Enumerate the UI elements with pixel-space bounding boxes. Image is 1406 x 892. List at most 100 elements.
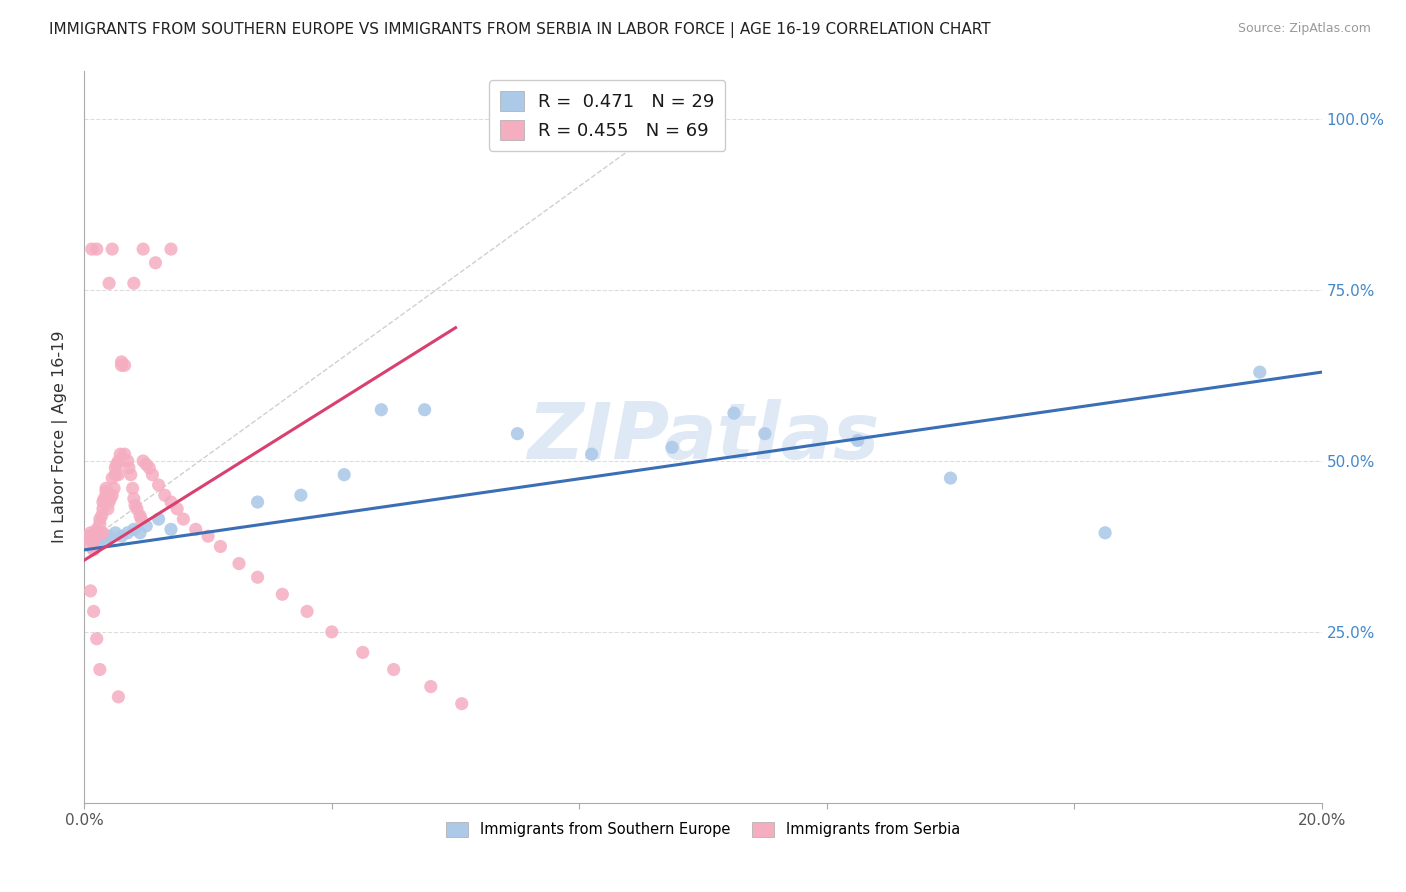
Point	[87, 525, 110, 540]
Point	[91, 495, 114, 509]
Point	[86, 632, 108, 646]
Point	[80, 242, 103, 256]
Legend: Immigrants from Southern Europe, Immigrants from Serbia: Immigrants from Southern Europe, Immigra…	[440, 816, 966, 843]
Point	[89, 533, 111, 547]
Text: Source: ZipAtlas.com: Source: ZipAtlas.com	[1237, 22, 1371, 36]
Point	[110, 359, 132, 373]
Point	[209, 540, 232, 554]
Point	[94, 481, 117, 495]
Point	[90, 508, 112, 523]
Point	[89, 516, 111, 531]
Point	[89, 512, 111, 526]
Point	[83, 604, 105, 618]
Point	[160, 242, 183, 256]
Point	[333, 467, 356, 482]
Point	[110, 355, 132, 369]
Point	[114, 447, 136, 461]
Point	[124, 499, 146, 513]
Point	[160, 495, 183, 509]
Point	[86, 522, 108, 536]
Point	[80, 533, 103, 547]
Point	[939, 471, 962, 485]
Point	[79, 533, 101, 547]
Point	[129, 512, 152, 526]
Point	[1094, 525, 1116, 540]
Point	[83, 529, 105, 543]
Point	[184, 522, 207, 536]
Point	[295, 604, 318, 618]
Point	[84, 525, 107, 540]
Point	[103, 481, 125, 495]
Point	[93, 491, 115, 506]
Point	[101, 488, 124, 502]
Point	[450, 697, 472, 711]
Point	[197, 529, 219, 543]
Text: IMMIGRANTS FROM SOUTHERN EUROPE VS IMMIGRANTS FROM SERBIA IN LABOR FORCE | AGE 1: IMMIGRANTS FROM SOUTHERN EUROPE VS IMMIG…	[49, 22, 991, 38]
Point	[117, 525, 139, 540]
Point	[135, 458, 157, 472]
Point	[86, 529, 108, 543]
Point	[79, 529, 101, 543]
Point	[104, 525, 127, 540]
Point	[172, 512, 194, 526]
Point	[94, 484, 117, 499]
Point	[125, 501, 148, 516]
Point	[132, 454, 155, 468]
Point	[91, 501, 114, 516]
Point	[107, 467, 129, 482]
Point	[117, 454, 139, 468]
Point	[118, 460, 141, 475]
Point	[290, 488, 312, 502]
Point	[138, 460, 160, 475]
Point	[153, 488, 176, 502]
Point	[419, 680, 441, 694]
Point	[76, 529, 98, 543]
Text: ZIPatlas: ZIPatlas	[527, 399, 879, 475]
Y-axis label: In Labor Force | Age 16-19: In Labor Force | Age 16-19	[52, 331, 69, 543]
Point	[135, 519, 157, 533]
Point	[89, 525, 111, 540]
Point	[86, 525, 108, 540]
Point	[91, 529, 114, 543]
Point	[661, 440, 683, 454]
Point	[110, 447, 132, 461]
Point	[1249, 365, 1271, 379]
Point	[723, 406, 745, 420]
Point	[129, 508, 152, 523]
Point	[148, 478, 170, 492]
Point	[101, 471, 124, 485]
Point	[122, 277, 145, 291]
Point	[228, 557, 250, 571]
Point	[846, 434, 869, 448]
Point	[370, 402, 392, 417]
Point	[107, 454, 129, 468]
Point	[160, 522, 183, 536]
Point	[506, 426, 529, 441]
Point	[141, 467, 163, 482]
Point	[97, 501, 120, 516]
Point	[98, 488, 121, 502]
Point	[321, 624, 343, 639]
Point	[98, 495, 121, 509]
Point	[246, 495, 269, 509]
Point	[246, 570, 269, 584]
Point	[104, 460, 127, 475]
Point	[121, 481, 143, 495]
Point	[413, 402, 436, 417]
Point	[145, 256, 167, 270]
Point	[98, 529, 121, 543]
Point	[166, 501, 188, 516]
Point	[101, 242, 124, 256]
Point	[122, 522, 145, 536]
Point	[98, 277, 121, 291]
Point	[83, 536, 105, 550]
Point	[86, 242, 108, 256]
Point	[114, 359, 136, 373]
Point	[107, 690, 129, 704]
Point	[79, 583, 101, 598]
Point	[148, 512, 170, 526]
Point	[83, 536, 105, 550]
Point	[89, 663, 111, 677]
Point	[98, 491, 121, 506]
Point	[83, 542, 105, 557]
